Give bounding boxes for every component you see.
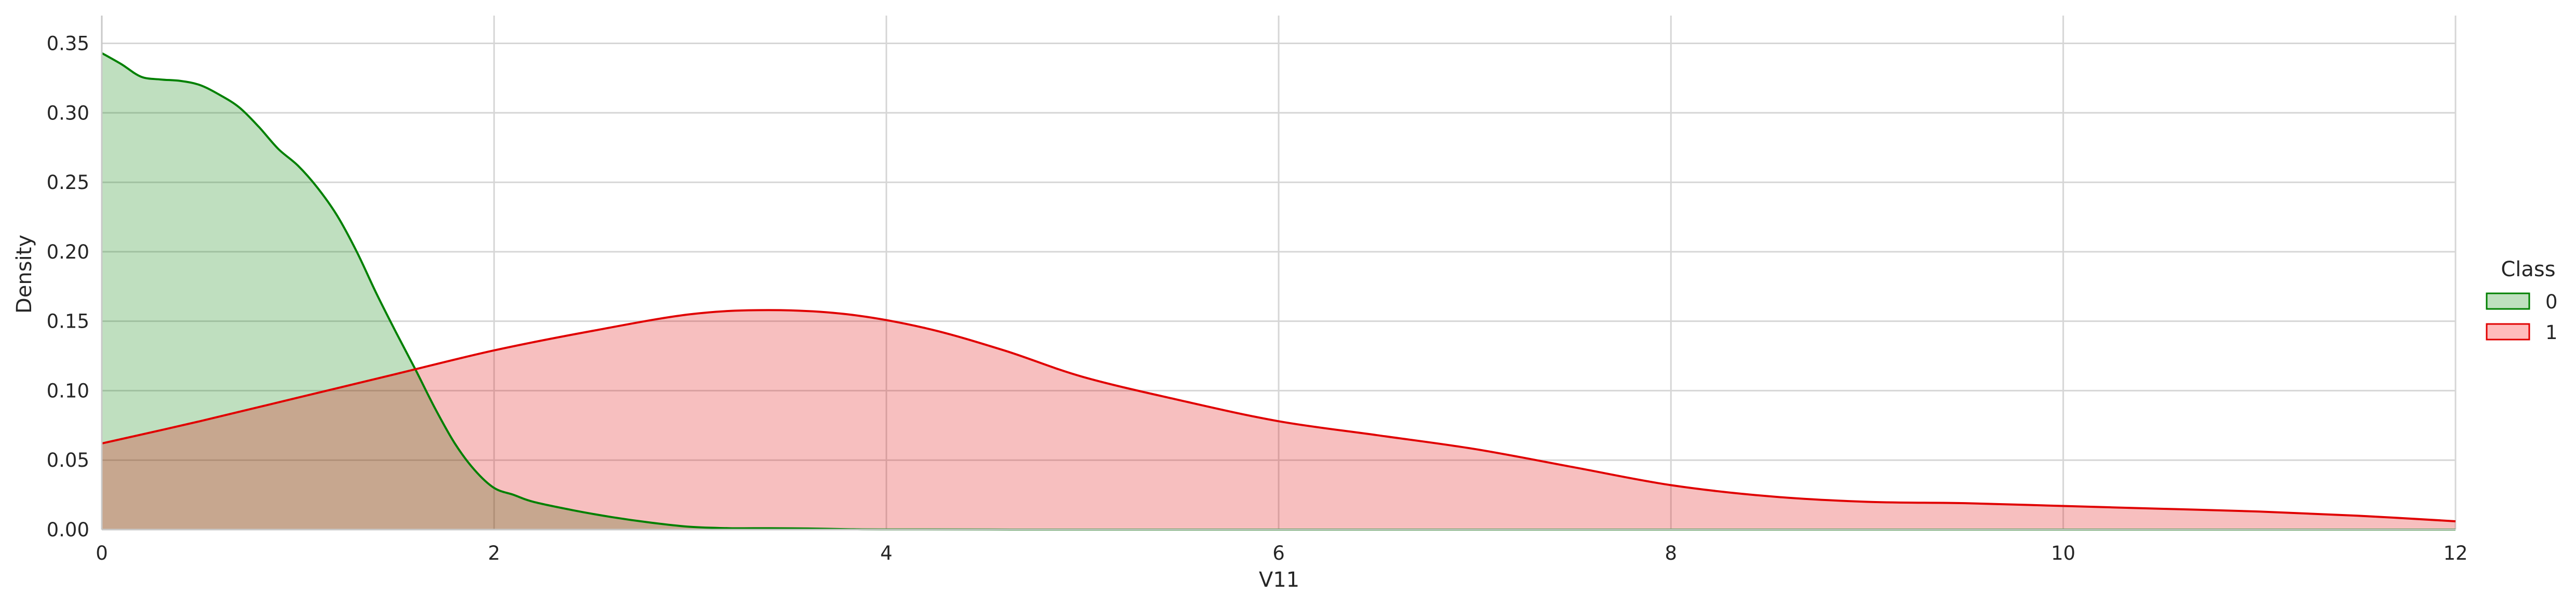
legend-label-1: 1 bbox=[2545, 321, 2558, 344]
density-areas bbox=[102, 53, 2456, 530]
y-tick-label: 0.05 bbox=[47, 449, 89, 471]
legend: Class 0 1 bbox=[2486, 258, 2558, 344]
x-tick-label: 12 bbox=[2443, 542, 2467, 564]
x-tick-label: 10 bbox=[2051, 542, 2075, 564]
legend-label-0: 0 bbox=[2545, 291, 2558, 313]
y-tick-label: 0.20 bbox=[47, 241, 89, 263]
x-tick-label: 2 bbox=[488, 542, 501, 564]
density-area-class-0 bbox=[102, 53, 2456, 530]
grid-lines bbox=[101, 16, 2457, 531]
tick-labels: 0 2 4 6 8 10 12 0.00 0.05 0.10 0.15 0.20 0.25 0.30 0.3… bbox=[47, 33, 2468, 564]
x-axis-label: V11 bbox=[1259, 568, 1299, 592]
y-tick-label: 0.15 bbox=[47, 310, 89, 333]
y-tick-label: 0.25 bbox=[47, 171, 89, 194]
y-tick-label: 0.35 bbox=[47, 33, 89, 55]
x-tick-label: 4 bbox=[880, 542, 893, 564]
y-axis-label: Density bbox=[12, 235, 36, 314]
y-tick-label: 0.10 bbox=[47, 380, 89, 402]
legend-title: Class bbox=[2501, 258, 2555, 281]
density-area-class-1 bbox=[102, 310, 2456, 530]
y-tick-label: 0.00 bbox=[47, 519, 89, 541]
legend-swatch-1 bbox=[2486, 323, 2530, 341]
x-tick-label: 6 bbox=[1272, 542, 1285, 564]
axes bbox=[101, 16, 2456, 531]
density-line-class-1 bbox=[101, 309, 2456, 522]
x-tick-label: 8 bbox=[1665, 542, 1678, 564]
x-tick-label: 0 bbox=[96, 542, 108, 564]
legend-swatch-0 bbox=[2486, 292, 2530, 310]
y-tick-label: 0.30 bbox=[47, 102, 89, 124]
